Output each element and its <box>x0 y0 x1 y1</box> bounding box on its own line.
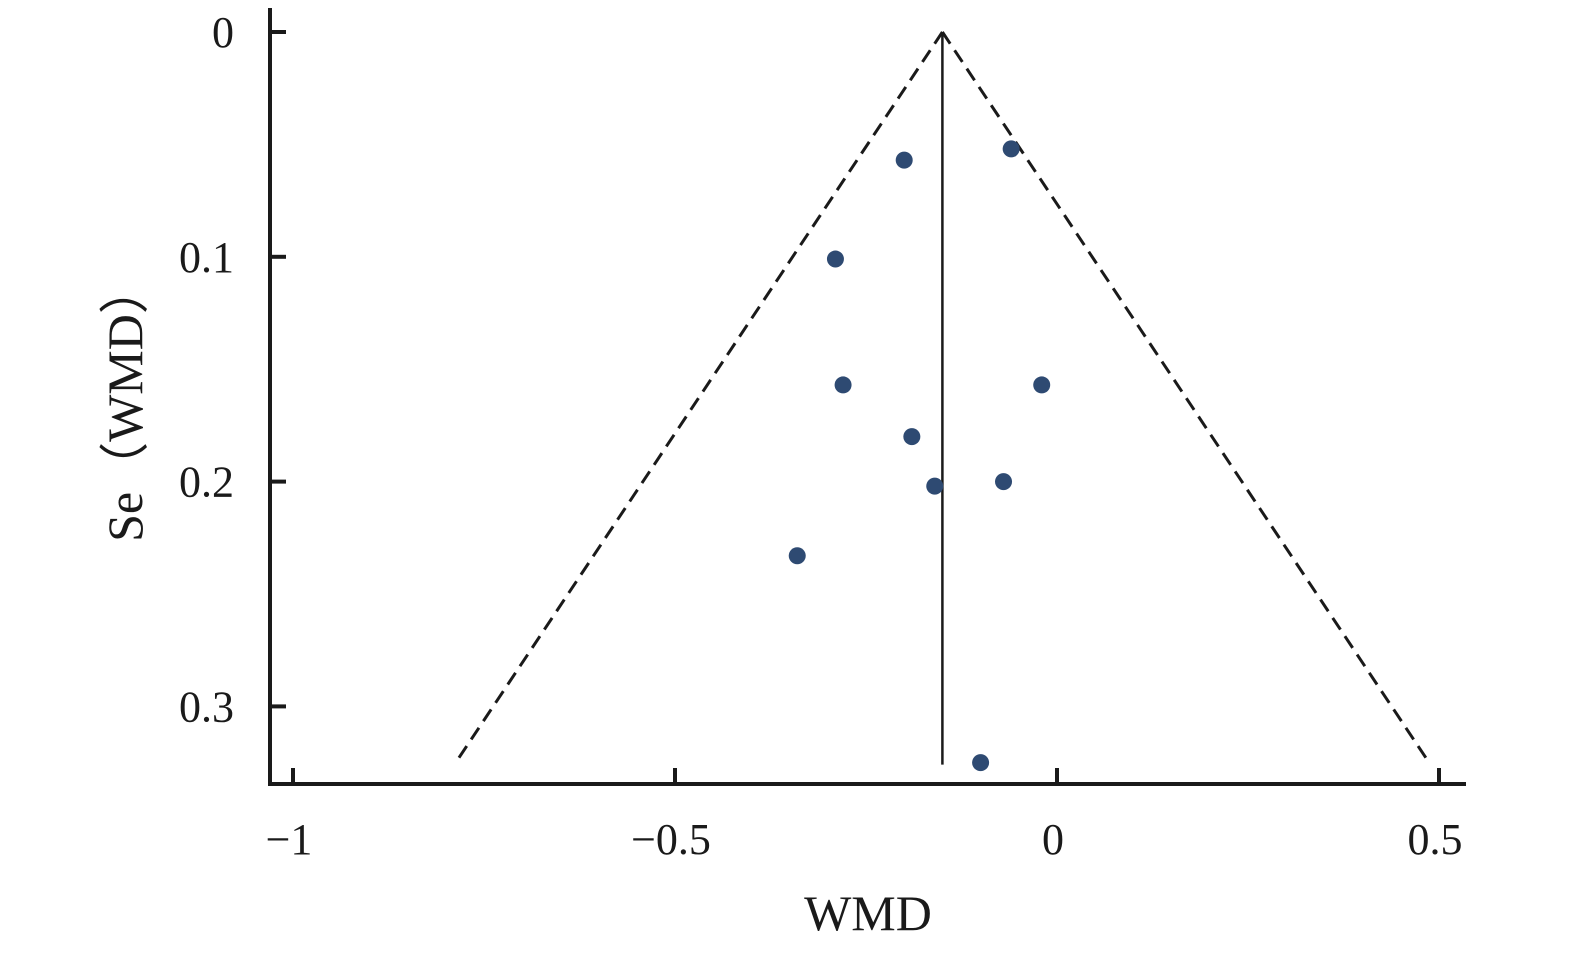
study-point <box>788 547 806 565</box>
y-axis-title: Se（WMD） <box>97 264 153 542</box>
funnel-right-limit-line <box>941 31 1431 764</box>
x-tick-label: −0.5 <box>631 815 711 864</box>
axes <box>268 8 1466 786</box>
y-tick-label: 0.3 <box>179 682 234 731</box>
x-tick-label: −1 <box>266 815 313 864</box>
y-tick-label: 0 <box>212 8 234 57</box>
x-tick-label: 0 <box>1042 815 1064 864</box>
ticks: 0 0.1 0.2 0.3 −1 −0.5 0 0.5 <box>179 8 1463 864</box>
study-point <box>1002 140 1020 158</box>
study-point <box>1033 376 1051 394</box>
study-point <box>834 376 852 394</box>
study-point <box>895 151 913 169</box>
study-point <box>995 473 1013 491</box>
study-point <box>826 250 844 268</box>
x-tick-label: 0.5 <box>1408 815 1463 864</box>
y-tick-label: 0.2 <box>179 458 234 507</box>
data-points <box>788 140 1051 772</box>
funnel-lines <box>454 31 1431 765</box>
study-point <box>972 754 990 772</box>
y-tick-label: 0.1 <box>179 233 234 282</box>
study-point <box>926 477 944 495</box>
funnel-left-limit-line <box>454 31 944 764</box>
x-axis-title: WMD <box>804 885 932 941</box>
study-point <box>903 428 921 446</box>
